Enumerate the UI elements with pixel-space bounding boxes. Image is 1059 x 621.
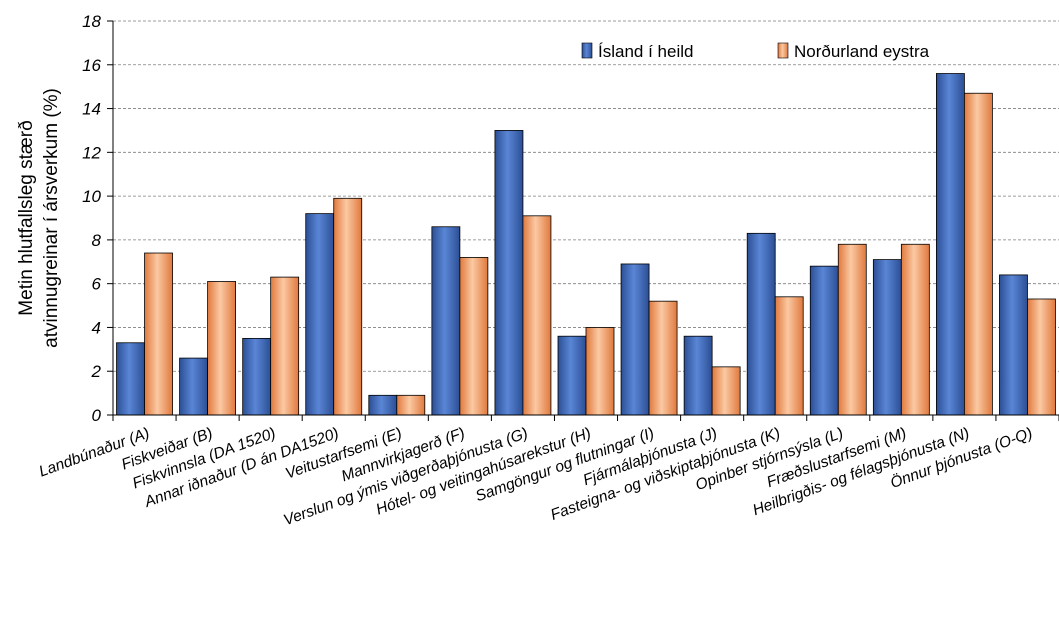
bar-nordurland-eystra (144, 252, 173, 416)
y-axis-title-line2: atvinnugreinar í ársverkum (%) (41, 88, 62, 348)
legend-swatch-island (581, 42, 593, 59)
bar-nordurland-eystra (585, 327, 615, 416)
y-axis-title-line1: Metin hlutfallsleg stærð (16, 120, 37, 315)
bar-island (242, 337, 272, 416)
y-tick-labels: 0 2 4 6 8 10 12 14 16 18 (82, 12, 101, 425)
bar-nordurland-eystra (837, 243, 867, 416)
bar-island (872, 259, 902, 416)
bar-island (746, 232, 776, 416)
y-tick-label: 6 (92, 275, 102, 294)
bar-island (431, 226, 461, 416)
y-tick-label: 0 (92, 406, 102, 425)
y-tick-label: 14 (82, 100, 101, 119)
bar-island (620, 263, 650, 416)
y-tick-label: 10 (82, 187, 101, 206)
y-tick-label: 4 (92, 318, 101, 337)
bar-nordurland-eystra (396, 394, 426, 416)
bar-nordurland-eystra (774, 296, 804, 416)
bar-island (683, 335, 713, 416)
bar-island (179, 357, 209, 416)
bar-nordurland-eystra (900, 243, 930, 416)
bar-nordurland-eystra (207, 281, 237, 416)
legend-swatch-nordurland-eystra (777, 42, 789, 59)
bar-island (999, 274, 1028, 416)
y-tick-label: 8 (92, 231, 102, 250)
legend-background (545, 38, 1050, 64)
y-tick-label: 16 (82, 56, 101, 75)
bar-island (809, 265, 839, 416)
legend-label-island: Ísland í heild (598, 42, 693, 61)
bar-island (368, 394, 398, 416)
bar-nordurland-eystra (648, 300, 678, 416)
bar-nordurland-eystra (1027, 298, 1056, 416)
bar-island (494, 130, 524, 416)
bars (116, 73, 1056, 416)
y-tick-label: 2 (91, 362, 102, 381)
bar-island (116, 342, 145, 416)
bar-nordurland-eystra (459, 256, 489, 416)
bar-nordurland-eystra (964, 92, 993, 416)
bar-island (936, 73, 965, 416)
bar-nordurland-eystra (711, 366, 741, 416)
axes (107, 20, 1059, 421)
y-tick-label: 18 (82, 12, 101, 31)
legend: Ísland í heild Norðurland eystra (545, 38, 1050, 64)
bar-nordurland-eystra (522, 215, 552, 416)
bar-island (305, 213, 335, 416)
y-tick-label: 12 (82, 143, 101, 162)
bar-island (557, 335, 587, 416)
bar-nordurland-eystra (333, 197, 363, 416)
legend-label-nordurland-eystra: Norðurland eystra (794, 42, 930, 61)
y-axis-title: Metin hlutfallsleg stærð atvinnugreinar … (16, 88, 62, 348)
x-tick-labels: Landbúnaður (A)Fiskveiðar (B)Fiskvinnsla… (37, 424, 1035, 529)
bar-nordurland-eystra (270, 276, 300, 416)
